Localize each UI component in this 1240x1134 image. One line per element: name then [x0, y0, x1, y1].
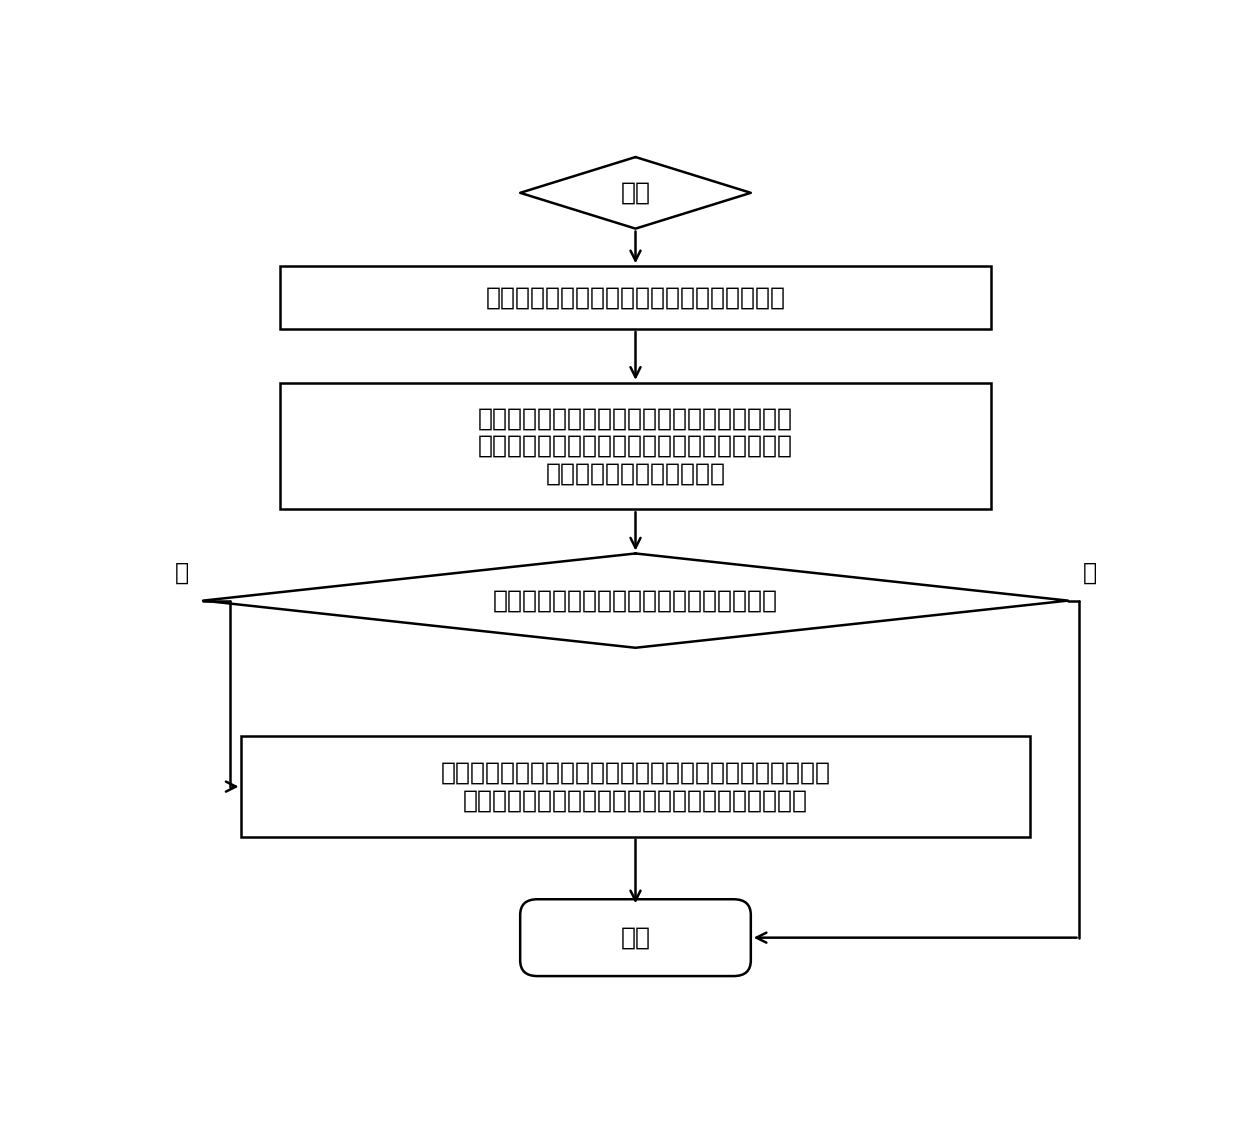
Text: 利用图像形态学中连通区域搜索和计量方法，对
白图像中不同区域的光斑进行搜索和计量，得到
不同区域中光斑的平均尺寸: 利用图像形态学中连通区域搜索和计量方法，对 白图像中不同区域的光斑进行搜索和计量…: [477, 406, 794, 485]
Text: 否: 否: [175, 561, 188, 585]
Text: 是: 是: [1083, 561, 1096, 585]
FancyBboxPatch shape: [521, 899, 751, 976]
Text: 光场相机中微透镜阵列相对成像芯片靶面发生倾斜，调节微
透镜阵列直到不同区域光斑平均尺寸是否相等或相近: 光场相机中微透镜阵列相对成像芯片靶面发生倾斜，调节微 透镜阵列直到不同区域光斑平…: [440, 761, 831, 812]
Bar: [280, 383, 991, 509]
Text: 准备: 准备: [620, 180, 651, 205]
Bar: [242, 736, 1029, 837]
Text: 结束: 结束: [620, 925, 651, 949]
Text: 光场相机对均匀白色面光源成像，得到白图像: 光场相机对均匀白色面光源成像，得到白图像: [486, 286, 785, 310]
Text: 判断不同区域光斑平均尺寸是否相等或相近: 判断不同区域光斑平均尺寸是否相等或相近: [494, 589, 777, 612]
Bar: [280, 266, 991, 329]
